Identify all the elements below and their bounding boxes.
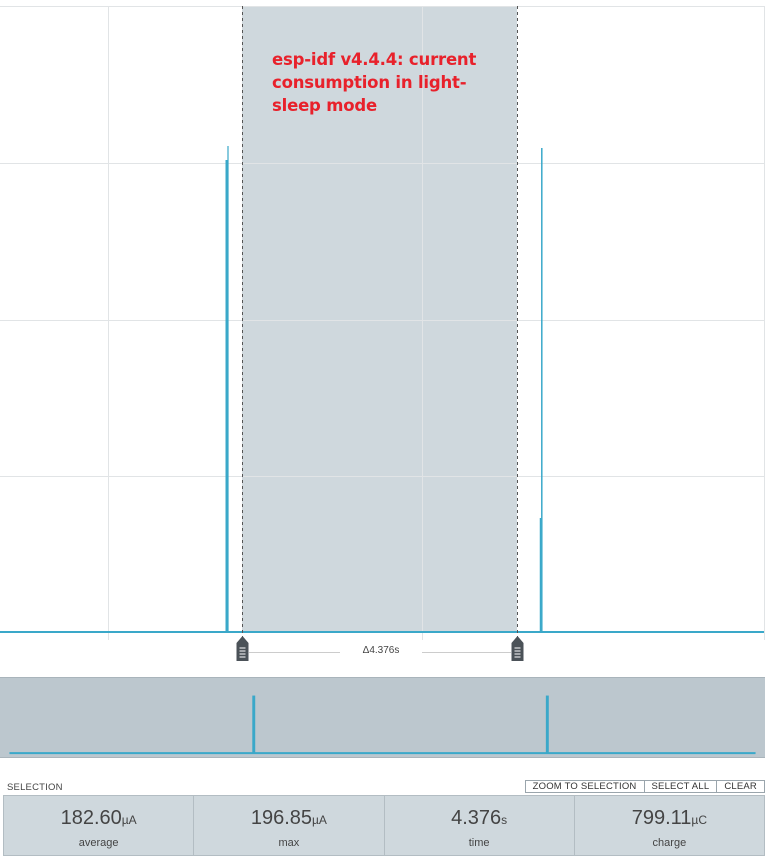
cursor-left-handle[interactable] xyxy=(236,636,249,661)
current-trace-chart[interactable] xyxy=(0,0,770,672)
stat-charge-label: charge xyxy=(652,837,687,849)
annotation-text: esp-idf v4.4.4: current consumption in l… xyxy=(272,50,477,115)
select-all-button[interactable]: SELECT ALL xyxy=(643,780,718,793)
cursor-delta-label: Δ4.376s xyxy=(340,645,422,656)
selection-stats: 182.60µA average 196.85µA max 4.376s tim… xyxy=(3,795,765,856)
selection-toolbar: ZOOM TO SELECTION SELECT ALL CLEAR xyxy=(524,780,765,793)
stat-max-label: max xyxy=(278,837,300,849)
trace-spikes xyxy=(225,146,543,632)
stat-charge-value: 799.11 xyxy=(631,807,692,829)
stat-charge-unit: µC xyxy=(691,813,708,827)
stat-time-label: time xyxy=(468,837,490,849)
stat-max-unit: µA xyxy=(312,813,327,827)
selection-band[interactable] xyxy=(242,6,517,633)
stat-max: 196.85µA max xyxy=(194,796,385,855)
clear-button[interactable]: CLEAR xyxy=(716,780,765,793)
stat-time-unit: s xyxy=(501,813,508,827)
zoom-to-selection-button[interactable]: ZOOM TO SELECTION xyxy=(524,780,645,793)
selection-section-label: SELECTION xyxy=(7,782,63,793)
grid xyxy=(0,6,765,640)
stat-charge: 799.11µC charge xyxy=(575,796,764,855)
stat-average-value: 182.60 xyxy=(60,807,122,829)
overview-minimap[interactable] xyxy=(0,677,765,758)
stat-time-value: 4.376 xyxy=(451,807,502,829)
stat-average: 182.60µA average xyxy=(4,796,195,855)
stat-average-unit: µA xyxy=(121,813,137,827)
cursor-right-handle[interactable] xyxy=(511,636,524,661)
stat-max-value: 196.85 xyxy=(250,807,312,829)
stat-time: 4.376s time xyxy=(385,796,575,855)
stat-average-label: average xyxy=(78,837,119,849)
